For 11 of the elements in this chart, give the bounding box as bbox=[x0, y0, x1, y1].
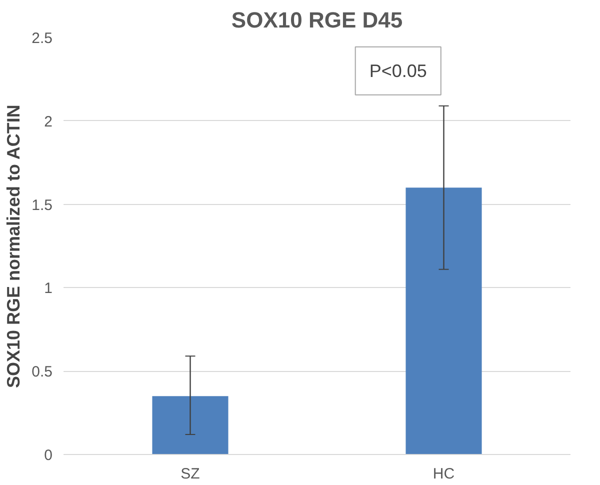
x-tick-label: SZ bbox=[180, 466, 200, 482]
y-tick-label: 1.5 bbox=[32, 196, 53, 214]
x-tick-label: HC bbox=[432, 466, 455, 482]
y-tick-label: 1 bbox=[44, 280, 52, 298]
y-tick-label: 2.5 bbox=[32, 30, 53, 47]
y-tick-label: 2 bbox=[44, 113, 52, 130]
annotation: P<0.05 bbox=[369, 60, 427, 81]
y-axis-title: SOX10 RGE normalized to ACTIN bbox=[4, 104, 24, 388]
chart-title: SOX10 RGE D45 bbox=[231, 8, 403, 32]
y-tick-label: 0 bbox=[44, 447, 52, 464]
y-tick-label: 0.5 bbox=[32, 364, 53, 381]
